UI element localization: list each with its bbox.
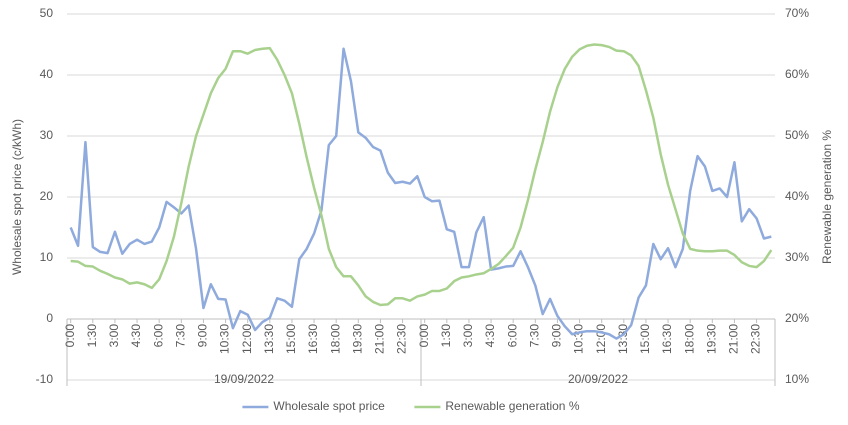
x-tick-label: 18:00	[682, 324, 696, 354]
y2-tick-label: 40%	[785, 189, 809, 203]
y-axis-title: Wholesale spot price (c/kWh)	[10, 119, 24, 275]
y2-tick-label: 60%	[785, 67, 809, 81]
y-tick-label: 20	[40, 189, 54, 203]
x-tick-label: 21:00	[373, 324, 387, 354]
x-tick-label: 1:30	[85, 324, 99, 348]
x-tick-label: 6:00	[505, 324, 519, 348]
x-tick-label: 7:30	[527, 324, 541, 348]
legend-label: Wholesale spot price	[273, 399, 385, 413]
legend-label: Renewable generation %	[445, 399, 579, 413]
y2-tick-label: 20%	[785, 311, 809, 325]
y2-tick-label: 70%	[785, 6, 809, 20]
x-tick-label: 12:00	[594, 324, 608, 354]
group-label: 20/09/2022	[568, 372, 628, 386]
y-tick-label: 30	[40, 128, 54, 142]
y2-tick-label: 10%	[785, 372, 809, 386]
x-tick-label: 1:30	[439, 324, 453, 348]
x-tick-label: 19:30	[704, 324, 718, 354]
x-tick-label: 18:00	[328, 324, 342, 354]
x-tick-label: 0:00	[417, 324, 431, 348]
series-line	[69, 47, 772, 340]
x-tick-label: 10:30	[572, 324, 586, 354]
x-tick-label: 7:30	[173, 324, 187, 348]
y-tick-label: 10	[40, 250, 54, 264]
x-tick-label: 9:00	[550, 324, 564, 348]
y-tick-label: 50	[40, 6, 54, 20]
y2-axis-title: Renewable generation %	[820, 130, 834, 264]
group-label: 19/09/2022	[214, 372, 274, 386]
x-tick-label: 4:30	[129, 324, 143, 348]
x-tick-label: 15:00	[638, 324, 652, 354]
series-line	[70, 43, 773, 307]
x-tick-label: 12:00	[240, 324, 254, 354]
y-tick-label: -10	[36, 372, 54, 386]
x-tick-label: 15:00	[284, 324, 298, 354]
y-tick-label: 0	[46, 311, 53, 325]
x-tick-label: 3:00	[107, 324, 121, 348]
x-tick-label: 3:00	[461, 324, 475, 348]
x-tick-label: 0:00	[63, 324, 77, 348]
x-tick-label: 13:30	[262, 324, 276, 354]
x-tick-label: 4:30	[483, 324, 497, 348]
y2-tick-label: 50%	[785, 128, 809, 142]
x-tick-label: 16:30	[660, 324, 674, 354]
x-tick-label: 9:00	[196, 324, 210, 348]
x-tick-label: 22:30	[749, 324, 763, 354]
y2-tick-label: 30%	[785, 250, 809, 264]
x-tick-label: 16:30	[306, 324, 320, 354]
x-tick-label: 19:30	[350, 324, 364, 354]
x-tick-label: 22:30	[395, 324, 409, 354]
x-tick-label: 6:00	[151, 324, 165, 348]
x-tick-label: 21:00	[727, 324, 741, 354]
x-tick-label: 10:30	[218, 324, 232, 354]
y-tick-label: 40	[40, 67, 54, 81]
